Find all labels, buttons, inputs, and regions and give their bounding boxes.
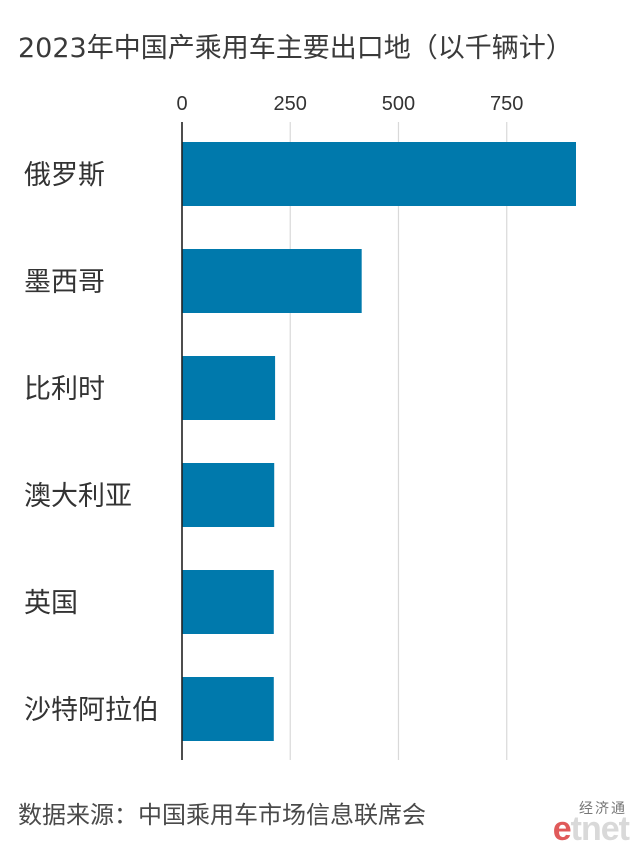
chart-title: 2023年中国产乘用车主要出口地（以千辆计） (18, 33, 573, 64)
category-label-4: 澳大利亚 (24, 481, 132, 512)
bar-2 (182, 249, 362, 313)
logo-caption: 经济通 (579, 801, 627, 817)
logo-letters: tnet (570, 810, 630, 848)
category-label-2: 墨西哥 (24, 267, 105, 298)
category-label-6: 沙特阿拉伯 (24, 695, 159, 726)
bar-5 (182, 570, 274, 634)
bar-4 (182, 463, 275, 527)
tick-label-250: 250 (274, 93, 307, 115)
bar-1 (182, 142, 576, 206)
bar-6 (182, 677, 274, 741)
tick-label-750: 750 (490, 93, 523, 115)
category-label-3: 比利时 (24, 374, 105, 405)
etnet-logo: 经济通 etnet (521, 794, 631, 850)
category-label-1: 俄罗斯 (24, 160, 105, 191)
tick-label-0: 0 (176, 93, 187, 115)
source-note: 数据来源：中国乘用车市场信息联席会 (18, 801, 426, 829)
bar-3 (182, 356, 276, 420)
category-label-5: 英国 (24, 588, 78, 619)
logo-letter-e: e (552, 810, 572, 848)
tick-label-500: 500 (382, 93, 415, 115)
logo-wordmark: etnet (552, 810, 630, 848)
